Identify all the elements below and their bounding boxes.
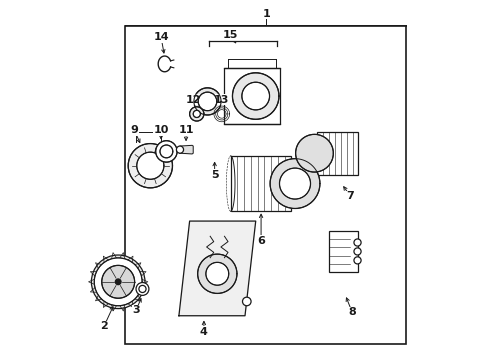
Text: 9: 9	[130, 125, 138, 135]
Text: 8: 8	[348, 307, 356, 317]
Bar	[318, 132, 358, 175]
Text: 13: 13	[214, 95, 229, 105]
Circle shape	[92, 255, 145, 309]
Bar	[231, 156, 292, 211]
Text: 1: 1	[263, 9, 270, 19]
Text: 15: 15	[223, 30, 239, 40]
Circle shape	[137, 152, 164, 179]
Circle shape	[279, 168, 311, 199]
Circle shape	[156, 141, 177, 162]
Circle shape	[193, 111, 200, 117]
Circle shape	[232, 73, 279, 119]
Text: 3: 3	[132, 305, 140, 315]
Circle shape	[354, 239, 361, 246]
Circle shape	[94, 258, 142, 306]
Circle shape	[194, 88, 221, 115]
Text: 14: 14	[153, 32, 169, 42]
Text: 11: 11	[178, 125, 194, 135]
Circle shape	[354, 257, 361, 264]
Polygon shape	[180, 145, 193, 154]
Text: 10: 10	[153, 125, 169, 135]
Text: 7: 7	[346, 191, 354, 201]
Circle shape	[295, 134, 333, 172]
Circle shape	[128, 144, 172, 188]
Circle shape	[139, 285, 146, 293]
Circle shape	[176, 146, 184, 153]
Circle shape	[190, 107, 204, 121]
Circle shape	[102, 265, 135, 298]
Circle shape	[197, 254, 237, 293]
Circle shape	[136, 283, 149, 296]
Circle shape	[198, 92, 217, 111]
Circle shape	[115, 279, 121, 285]
Circle shape	[160, 145, 173, 158]
Circle shape	[242, 82, 270, 110]
Circle shape	[206, 262, 229, 285]
Text: 6: 6	[257, 236, 265, 246]
Text: 12: 12	[185, 95, 201, 105]
Circle shape	[354, 248, 361, 255]
Circle shape	[243, 297, 251, 306]
Circle shape	[270, 159, 320, 208]
Bar	[125, 26, 406, 344]
Text: 5: 5	[211, 170, 219, 180]
Bar	[329, 231, 358, 272]
Text: 2: 2	[100, 321, 108, 332]
Polygon shape	[179, 221, 256, 316]
Bar	[224, 68, 280, 124]
Text: 4: 4	[200, 327, 208, 337]
